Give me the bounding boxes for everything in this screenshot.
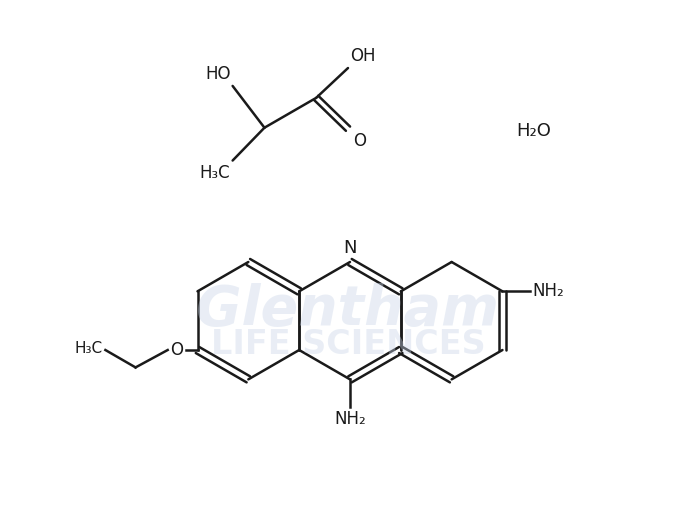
Text: H₂O: H₂O xyxy=(516,122,551,140)
Text: H₃C: H₃C xyxy=(74,341,102,356)
Text: OH: OH xyxy=(350,47,375,65)
Text: O: O xyxy=(353,132,366,150)
Text: Glentham: Glentham xyxy=(196,283,500,337)
Text: H₃C: H₃C xyxy=(199,163,230,181)
Text: O: O xyxy=(171,341,184,359)
Text: NH₂: NH₂ xyxy=(334,410,366,428)
Text: HO: HO xyxy=(205,65,230,83)
Text: LIFE SCIENCES: LIFE SCIENCES xyxy=(211,328,485,361)
Text: N: N xyxy=(343,239,357,257)
Text: NH₂: NH₂ xyxy=(532,282,564,301)
